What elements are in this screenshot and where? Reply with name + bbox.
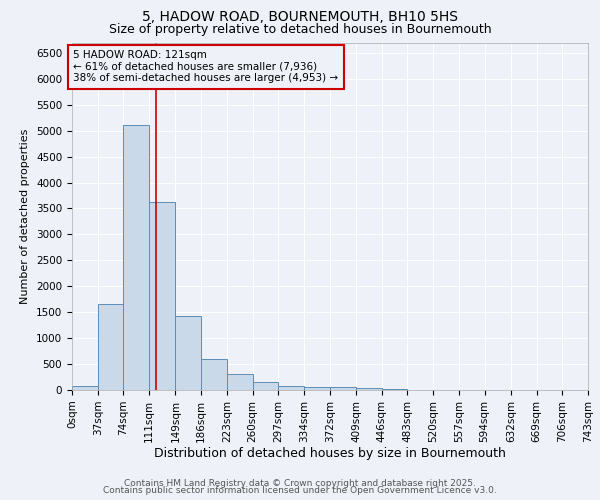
- Bar: [149, 202, 175, 390]
- Text: 5 HADOW ROAD: 121sqm
← 61% of detached houses are smaller (7,936)
38% of semi-de: 5 HADOW ROAD: 121sqm ← 61% of detached h…: [73, 50, 338, 84]
- Text: Size of property relative to detached houses in Bournemouth: Size of property relative to detached ho…: [109, 22, 491, 36]
- Text: Contains HM Land Registry data © Crown copyright and database right 2025.: Contains HM Land Registry data © Crown c…: [124, 478, 476, 488]
- Text: Contains public sector information licensed under the Open Government Licence v3: Contains public sector information licen…: [103, 486, 497, 495]
- Bar: [356, 388, 382, 390]
- X-axis label: Distribution of detached houses by size in Bournemouth: Distribution of detached houses by size …: [154, 448, 506, 460]
- Bar: [98, 304, 124, 390]
- Bar: [382, 389, 407, 390]
- Bar: [304, 387, 331, 390]
- Bar: [253, 382, 278, 390]
- Bar: [175, 316, 201, 390]
- Bar: [278, 386, 304, 390]
- Bar: [124, 126, 149, 390]
- Bar: [227, 374, 253, 390]
- Text: 5, HADOW ROAD, BOURNEMOUTH, BH10 5HS: 5, HADOW ROAD, BOURNEMOUTH, BH10 5HS: [142, 10, 458, 24]
- Y-axis label: Number of detached properties: Number of detached properties: [20, 128, 31, 304]
- Bar: [72, 386, 98, 390]
- Bar: [201, 359, 227, 390]
- Bar: [331, 387, 356, 390]
